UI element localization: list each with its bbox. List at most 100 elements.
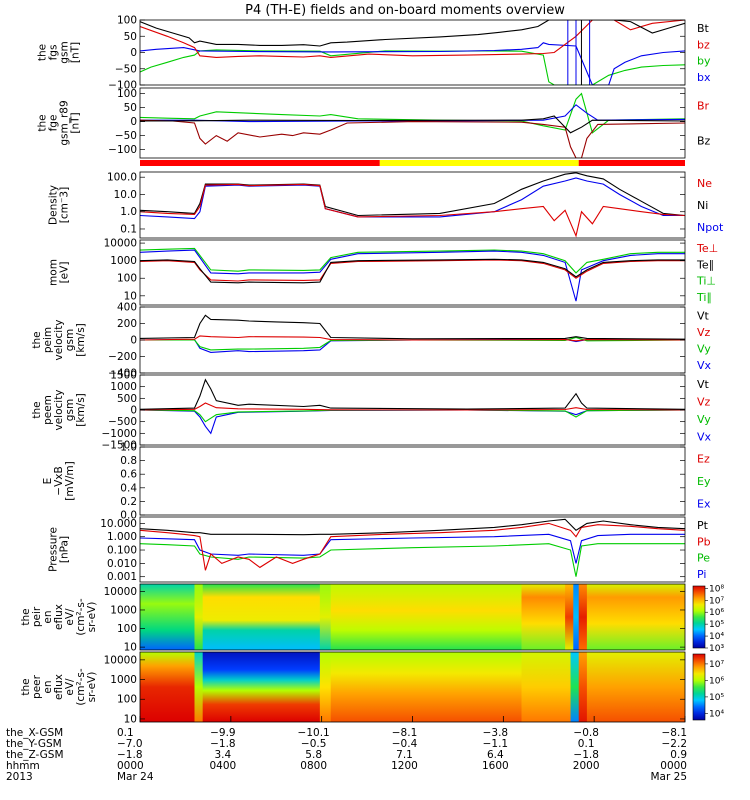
mode-bar-segment (578, 160, 685, 166)
legend-entry: Bt (697, 22, 710, 35)
y-axis-label-line: [km/s] (75, 323, 87, 357)
x-row-value: −1.8 (573, 749, 599, 761)
series-line (140, 258, 685, 284)
x-row-label: the_Y-GSM (6, 738, 62, 750)
y-axis-label-line: eflux (53, 604, 65, 630)
y-tick-label: 10000 (104, 586, 137, 598)
series-line (140, 119, 685, 158)
heatmap-column (565, 584, 574, 650)
colorbar-tick-label: 10⁵ (709, 693, 724, 703)
y-axis-label-line: peim (42, 327, 54, 353)
y-tick-label: 50 (124, 31, 137, 43)
y-axis-label-line: Pressure (48, 527, 60, 572)
series-line (140, 533, 685, 564)
series-line (140, 522, 685, 571)
y-axis-label-line: fge (48, 115, 60, 132)
heatmap-column (194, 584, 204, 650)
x-row-label: 2013 (6, 771, 33, 783)
heatmap-column (586, 584, 685, 650)
series-line (140, 42, 685, 85)
y-axis-label-line: gsm (64, 329, 76, 351)
colorbar-tick-label: 10⁷ (709, 596, 724, 606)
x-row-value: 0.1 (578, 738, 595, 750)
panel-frame (139, 87, 686, 159)
y-axis-label-line: the (31, 401, 43, 418)
legend-entry: Vy (697, 413, 711, 426)
y-axis-label-line: peir (31, 606, 43, 627)
series-line (140, 314, 685, 340)
x-row-value: −7.0 (117, 738, 143, 750)
y-tick-label: 1000 (110, 604, 137, 616)
x-row-value: 7.1 (396, 749, 413, 761)
y-axis-label-line: eflux (53, 674, 65, 700)
legend-entry: Vy (697, 342, 711, 355)
heatmap-column (202, 584, 321, 650)
heatmap-column (570, 652, 580, 722)
y-tick-label: 0 (130, 47, 137, 59)
y-axis-label-line: the (37, 44, 49, 61)
y-axis-label-line: velocity (53, 319, 65, 360)
panel-content (140, 172, 685, 238)
heatmap-column (140, 652, 195, 722)
x-row-value: 0000 (117, 760, 144, 772)
x-row-value: −8.1 (662, 727, 688, 739)
mode-bar-segment (140, 160, 380, 166)
y-axis-label-line: gsm (59, 41, 71, 63)
y-tick-label: 0 (130, 335, 137, 347)
x-row-value: 0000 (660, 760, 687, 772)
y-tick-label: 1.000 (107, 531, 137, 543)
series-line (140, 183, 685, 238)
panel-9: 10⁸10⁷10⁶10⁵10⁴10³10000100010010thepeire… (20, 583, 724, 654)
colorbar-tick-label: 10⁸ (709, 584, 724, 594)
legend-entry: Pi (697, 568, 706, 581)
x-row-value: 0.1 (117, 727, 134, 739)
legend-entry: Vx (697, 430, 712, 443)
panel-0: 100 50 0 −50 −100 thefgsgsm[nT] Bt bz by bx (37, 15, 711, 92)
y-tick-label: 100 (117, 623, 137, 635)
y-tick-label: 100 (117, 273, 137, 285)
y-axis-label-line: [cm⁻3] (59, 187, 71, 223)
legend-entry: by (697, 55, 711, 68)
x-row-value: −2.2 (662, 738, 688, 750)
series-line (140, 249, 685, 302)
y-tick-label: 1.0 (120, 206, 137, 218)
series-line (140, 20, 685, 58)
series-line (140, 518, 685, 536)
panel-8: 10.0001.0000.1000.0100.001Pressure[nPa]P… (48, 516, 711, 583)
y-axis-label: mom[eV] (48, 259, 71, 286)
panel-content (140, 20, 685, 85)
series-line (140, 247, 685, 274)
legend-entry: Ti∥ (696, 291, 712, 304)
y-tick-label: 10.0 (114, 189, 137, 201)
y-axis-label-line: gsm (64, 399, 76, 421)
legend-entry: Bz (697, 135, 711, 148)
heatmap-column (573, 584, 580, 650)
x-row-label: the_X-GSM (6, 727, 63, 739)
y-tick-label: 10 (124, 642, 137, 654)
y-axis-label-line: the (20, 678, 32, 695)
x-row-value: 1200 (391, 760, 418, 772)
y-tick-label: −100 (108, 80, 137, 92)
x-row-value: 3.4 (214, 749, 231, 761)
x-row-value: 0.9 (670, 749, 687, 761)
figure-title: P4 (TH-E) fields and on-board moments ov… (245, 3, 565, 18)
x-row-label: the_Z-GSM (6, 749, 64, 761)
x-row-value: −1.8 (210, 738, 236, 750)
legend-entry: bx (697, 71, 711, 84)
legend-entry: Pt (697, 519, 709, 532)
heatmap-column (521, 584, 566, 650)
y-tick-label: 10 (124, 713, 137, 725)
y-axis-label-line: the (37, 114, 49, 131)
y-axis-label-line: mom (48, 259, 60, 286)
y-tick-label: 10 (124, 290, 137, 302)
x-row-label: hhmm (6, 760, 40, 772)
y-axis-label: thepeerenefluxeV/(cm²-s-sr-eV) (20, 668, 98, 706)
y-tick-label: 0.010 (107, 558, 137, 570)
panel-content (140, 518, 685, 577)
y-tick-label: 1.0 (120, 442, 137, 454)
y-axis-label: thefgsgsm[nT] (37, 41, 82, 63)
x-row-value: −9.9 (210, 727, 236, 739)
heatmap-column (521, 652, 572, 722)
y-tick-label: 0.100 (107, 545, 137, 557)
x-row-value: −0.5 (301, 738, 327, 750)
